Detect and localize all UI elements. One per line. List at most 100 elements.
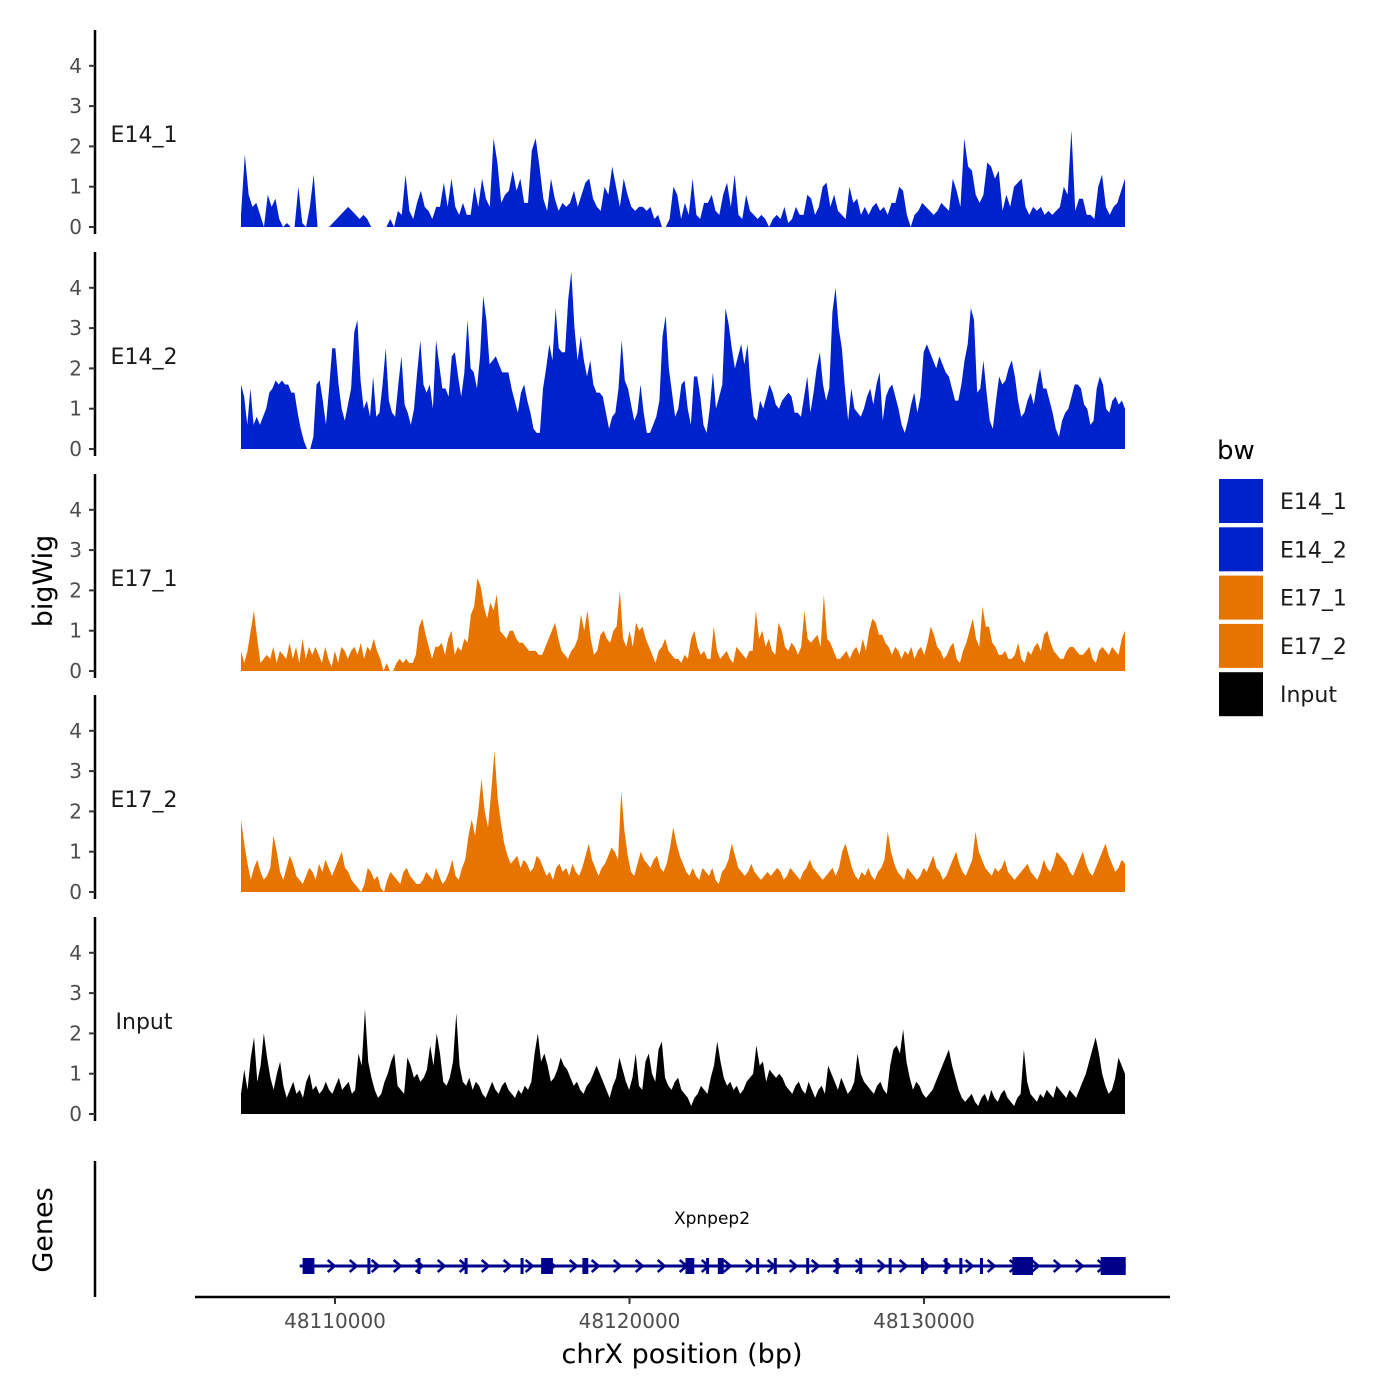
gene-name-label: Xpnpep2 xyxy=(674,1209,750,1229)
y-tick-label: 4 xyxy=(69,276,82,300)
legend-swatch-E14_2 xyxy=(1219,527,1263,572)
y-tick-label: 4 xyxy=(69,719,82,743)
y-tick-label: 3 xyxy=(69,316,82,340)
coverage-area-E17_1 xyxy=(241,578,1125,671)
coverage-area-Input xyxy=(241,1009,1125,1114)
strand-arrow xyxy=(1074,1259,1085,1273)
strand-arrow xyxy=(788,1259,799,1273)
y-tick-label: 1 xyxy=(69,619,82,643)
strand-arrow xyxy=(480,1259,491,1273)
y-tick-label: 4 xyxy=(69,54,82,78)
y-tick-label: 1 xyxy=(69,397,82,421)
x-tick-label: 48110000 xyxy=(284,1309,386,1333)
gene-exon xyxy=(944,1258,948,1274)
gene-exon xyxy=(835,1258,839,1274)
strand-arrow xyxy=(986,1259,997,1273)
legend-label-E17_2: E17_2 xyxy=(1280,635,1347,660)
track-label: E17_1 xyxy=(111,567,178,592)
legend-label-Input: Input xyxy=(1280,683,1337,708)
gene-exon xyxy=(302,1258,315,1274)
strand-arrow xyxy=(810,1259,821,1273)
x-axis-title: chrX position (bp) xyxy=(561,1339,802,1370)
y-tick-label: 2 xyxy=(69,578,82,602)
track-Input: 0 1 2 3 4 Input xyxy=(69,917,1125,1126)
legend-label-E14_1: E14_1 xyxy=(1280,490,1347,515)
y-tick-label: 1 xyxy=(69,1062,82,1086)
y-tick-label: 3 xyxy=(69,759,82,783)
gene-exon xyxy=(959,1258,963,1274)
legend: bw E14_1 E14_2 E17_1 E17_2 Input xyxy=(1217,436,1347,717)
legend-title: bw xyxy=(1217,436,1255,466)
y-tick-label: 3 xyxy=(69,94,82,118)
y-tick-label: 4 xyxy=(69,498,82,522)
y-tick-label: 2 xyxy=(69,799,82,823)
strand-arrow xyxy=(634,1259,645,1273)
track-E14_1: 0 1 2 3 4 E14_1 xyxy=(69,30,1125,239)
strand-arrow xyxy=(612,1259,623,1273)
gene-exon xyxy=(417,1258,421,1274)
legend-label-E17_1: E17_1 xyxy=(1280,587,1347,612)
y-tick-label: 0 xyxy=(69,1102,82,1126)
strand-arrow xyxy=(1052,1259,1063,1273)
strand-arrow xyxy=(392,1259,403,1273)
gene-exon xyxy=(541,1258,553,1274)
y-tick-label: 4 xyxy=(69,941,82,965)
gene-exon xyxy=(717,1258,724,1274)
track-label: Input xyxy=(116,1010,173,1035)
gene-exon xyxy=(888,1258,892,1274)
y-tick-label: 2 xyxy=(69,356,82,380)
gene-exon xyxy=(756,1258,760,1274)
strand-arrow xyxy=(964,1259,975,1273)
track-label: E14_1 xyxy=(111,123,178,148)
genes-panel: Genes Xpnpep2 xyxy=(28,1161,1126,1297)
y-tick-label: 0 xyxy=(69,437,82,461)
strand-arrow xyxy=(326,1259,337,1273)
strand-arrow xyxy=(568,1259,579,1273)
gene-exon xyxy=(367,1258,371,1274)
coverage-tracks: 0 1 2 3 4 E14_1 0 1 2 3 4 E14_2 0 1 2 3 4 E17_1 0 1 2 3 4 E17_2… xyxy=(69,30,1125,1126)
strand-arrow xyxy=(370,1259,381,1273)
genes-axis-title: Genes xyxy=(28,1187,59,1272)
y-axis-title: bigWig xyxy=(28,535,59,628)
strand-arrow xyxy=(854,1259,865,1273)
strand-arrow xyxy=(1030,1259,1041,1273)
strand-arrow xyxy=(436,1259,447,1273)
legend-swatch-Input xyxy=(1219,672,1263,717)
strand-arrow xyxy=(524,1259,535,1273)
gene-exon xyxy=(582,1258,589,1274)
y-tick-label: 3 xyxy=(69,981,82,1005)
y-tick-label: 2 xyxy=(69,1021,82,1045)
strand-arrow xyxy=(656,1259,667,1273)
y-tick-label: 0 xyxy=(69,880,82,904)
strand-arrow xyxy=(722,1259,733,1273)
y-tick-label: 0 xyxy=(69,659,82,683)
strand-arrow xyxy=(898,1259,909,1273)
strand-arrow xyxy=(502,1259,513,1273)
y-tick-label: 1 xyxy=(69,175,82,199)
legend-swatch-E14_1 xyxy=(1219,479,1263,523)
legend-label-E14_2: E14_2 xyxy=(1280,538,1347,563)
gene-exon xyxy=(520,1258,524,1274)
coverage-area-E14_1 xyxy=(241,130,1125,227)
strand-arrow xyxy=(876,1259,887,1273)
y-tick-label: 3 xyxy=(69,538,82,562)
x-axis: chrX position (bp) 48110000 48120000 48130… xyxy=(195,1295,1170,1370)
gene-exon xyxy=(706,1258,710,1274)
strand-arrow xyxy=(744,1259,755,1273)
gene-exon xyxy=(806,1258,810,1274)
gene-exon xyxy=(464,1258,468,1274)
track-E14_2: 0 1 2 3 4 E14_2 xyxy=(69,252,1125,461)
gene-exon xyxy=(979,1258,983,1274)
x-tick-label: 48120000 xyxy=(579,1309,681,1333)
legend-swatch-E17_2 xyxy=(1219,623,1263,668)
gene-exon xyxy=(921,1258,925,1274)
strand-arrow xyxy=(590,1259,601,1273)
track-label: E14_2 xyxy=(111,345,178,370)
strand-arrow xyxy=(348,1259,359,1273)
coverage-area-E14_2 xyxy=(241,271,1125,449)
gene-exon xyxy=(685,1258,695,1274)
gene-exon xyxy=(1012,1257,1033,1275)
y-tick-label: 0 xyxy=(69,215,82,239)
legend-swatch-E17_1 xyxy=(1219,575,1263,620)
